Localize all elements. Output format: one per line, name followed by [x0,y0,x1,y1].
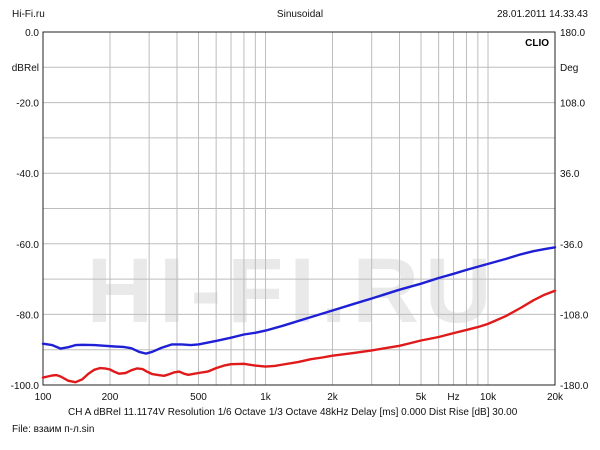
x-tick-label: Hz [447,392,459,403]
measurement-settings: CH A dBRel 11.1174V Resolution 1/6 Octav… [68,407,518,418]
y-right-tick-label: -36.0 [560,240,583,251]
header-signal-label: Sinusoidal [276,9,324,20]
y-left-tick-label: -40.0 [16,169,39,180]
x-tick-label: 10k [480,392,497,403]
series-line-2 [41,289,557,384]
x-tick-label: 20k [547,392,564,403]
header-site-label: Hi-Fi.ru [12,9,45,20]
watermark-text: HI-FI.RU [87,240,498,342]
y-left-axis-label: dBRel [12,63,39,74]
series-line-1 [41,246,557,355]
y-right-tick-label: 36.0 [560,169,580,180]
chart-grid [43,32,555,385]
clio-brand-label: CLIO [525,38,549,49]
file-name-label: File: взаим п-л.sin [12,424,95,435]
y-left-tick-label: -100.0 [11,381,40,392]
y-right-axis-label: Deg [560,63,578,74]
header-timestamp: 28.01.2011 14.33.43 [496,9,588,20]
y-left-tick-label: -80.0 [16,310,39,321]
y-right-tick-label: 180.0 [560,28,585,39]
y-left-tick-label: 0.0 [25,28,39,39]
chart-series [41,246,557,384]
y-right-tick-label: -108.0 [560,310,589,321]
y-left-tick-label: -20.0 [16,99,39,110]
y-left-tick-label: -60.0 [16,240,39,251]
x-tick-label: 200 [102,392,119,403]
chart-axes: 0.0 -20.0 -40.0 -60.0 -80.0 -100.0 180.0 108.0 3… [11,28,589,403]
x-tick-label: 5k [416,392,428,403]
plot-frame [42,31,556,386]
x-tick-label: 100 [35,392,52,403]
x-tick-label: 500 [190,392,207,403]
y-right-tick-label: 108.0 [560,99,585,110]
watermark: HI-FI.RU [87,240,498,342]
y-right-tick-label: -180.0 [560,381,589,392]
x-tick-label: 1k [260,392,272,403]
x-tick-label: 2k [327,392,339,403]
